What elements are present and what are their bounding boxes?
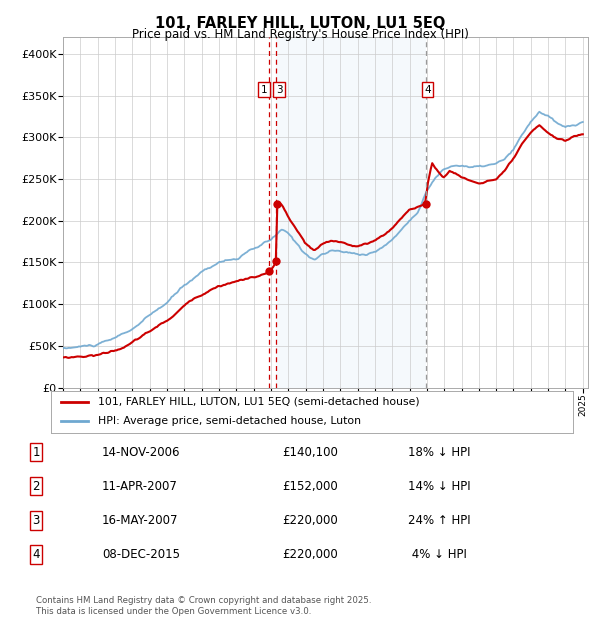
Text: 11-APR-2007: 11-APR-2007 bbox=[102, 480, 178, 493]
Bar bbox=[276, 37, 426, 387]
Text: 1: 1 bbox=[261, 85, 268, 95]
Text: 24% ↑ HPI: 24% ↑ HPI bbox=[408, 514, 470, 527]
Text: £220,000: £220,000 bbox=[282, 514, 338, 527]
Text: 4% ↓ HPI: 4% ↓ HPI bbox=[408, 548, 467, 561]
Text: 4: 4 bbox=[32, 548, 40, 561]
Text: £152,000: £152,000 bbox=[282, 480, 338, 493]
Text: Price paid vs. HM Land Registry's House Price Index (HPI): Price paid vs. HM Land Registry's House … bbox=[131, 28, 469, 41]
Text: 3: 3 bbox=[32, 514, 40, 527]
Text: 101, FARLEY HILL, LUTON, LU1 5EQ (semi-detached house): 101, FARLEY HILL, LUTON, LU1 5EQ (semi-d… bbox=[98, 397, 419, 407]
Text: 08-DEC-2015: 08-DEC-2015 bbox=[102, 548, 180, 561]
Text: HPI: Average price, semi-detached house, Luton: HPI: Average price, semi-detached house,… bbox=[98, 417, 361, 427]
Text: 1: 1 bbox=[32, 446, 40, 459]
Text: 14% ↓ HPI: 14% ↓ HPI bbox=[408, 480, 470, 493]
Text: 4: 4 bbox=[424, 85, 431, 95]
Text: £220,000: £220,000 bbox=[282, 548, 338, 561]
Text: 101, FARLEY HILL, LUTON, LU1 5EQ: 101, FARLEY HILL, LUTON, LU1 5EQ bbox=[155, 16, 445, 31]
Text: 2: 2 bbox=[32, 480, 40, 493]
Text: 14-NOV-2006: 14-NOV-2006 bbox=[102, 446, 181, 459]
Text: 18% ↓ HPI: 18% ↓ HPI bbox=[408, 446, 470, 459]
Text: 16-MAY-2007: 16-MAY-2007 bbox=[102, 514, 179, 527]
Text: 3: 3 bbox=[276, 85, 283, 95]
Text: Contains HM Land Registry data © Crown copyright and database right 2025.
This d: Contains HM Land Registry data © Crown c… bbox=[36, 596, 371, 616]
Text: £140,100: £140,100 bbox=[282, 446, 338, 459]
